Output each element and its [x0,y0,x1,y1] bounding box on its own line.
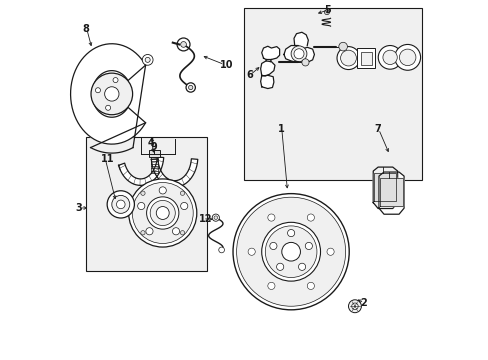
Circle shape [159,187,166,194]
Circle shape [293,49,304,59]
Polygon shape [119,157,163,185]
Bar [86,137,206,271]
Polygon shape [260,75,273,89]
Circle shape [214,216,217,220]
Text: 4: 4 [147,139,154,148]
Circle shape [112,195,129,213]
Polygon shape [260,61,274,76]
Circle shape [394,44,420,70]
Bar [244,8,421,180]
Text: 5: 5 [324,5,330,15]
Circle shape [306,282,314,289]
Polygon shape [70,44,145,144]
Circle shape [287,229,294,237]
Circle shape [180,231,184,235]
Circle shape [265,226,316,278]
Circle shape [104,87,119,101]
Circle shape [306,214,314,221]
Circle shape [281,242,300,261]
Circle shape [172,228,179,235]
Polygon shape [380,178,402,206]
Text: 2: 2 [359,298,366,308]
Circle shape [351,303,357,310]
Circle shape [150,201,175,226]
Circle shape [340,50,356,66]
Text: 11: 11 [101,154,114,164]
Text: 9: 9 [150,142,157,152]
Circle shape [338,42,346,51]
Text: 6: 6 [245,70,252,80]
Circle shape [188,85,192,90]
Circle shape [145,228,153,235]
Circle shape [326,248,333,255]
Text: 12: 12 [198,214,212,224]
Circle shape [142,54,153,65]
Text: 10: 10 [220,59,233,69]
Circle shape [180,202,187,210]
Circle shape [336,46,359,69]
Circle shape [324,10,329,15]
Circle shape [269,242,276,249]
Circle shape [233,194,348,310]
Circle shape [107,191,134,218]
Circle shape [132,183,193,243]
Circle shape [180,41,186,47]
Circle shape [298,263,305,270]
Circle shape [177,38,190,51]
Circle shape [399,49,415,66]
Circle shape [105,105,110,110]
Circle shape [185,83,195,92]
Text: 7: 7 [373,124,380,134]
Circle shape [138,202,144,210]
Polygon shape [151,159,197,187]
Polygon shape [284,45,314,62]
Circle shape [348,300,361,313]
Text: 8: 8 [82,24,89,34]
Bar [357,48,375,68]
Circle shape [141,191,145,195]
Circle shape [290,46,306,62]
Text: 1: 1 [277,124,284,134]
Polygon shape [293,32,308,45]
Circle shape [247,248,255,255]
Circle shape [95,88,100,93]
Circle shape [116,200,125,209]
Circle shape [267,282,274,289]
Circle shape [382,50,396,64]
Bar [148,150,159,157]
Circle shape [156,207,169,220]
Circle shape [91,73,132,115]
Circle shape [267,214,274,221]
Circle shape [212,214,219,221]
Polygon shape [378,172,403,214]
Circle shape [145,57,150,62]
Circle shape [146,197,179,229]
Circle shape [378,45,401,69]
Circle shape [236,197,345,306]
Circle shape [261,222,320,281]
Circle shape [276,263,283,270]
Circle shape [305,242,312,249]
Circle shape [141,231,145,235]
Polygon shape [374,173,396,201]
Circle shape [128,179,196,247]
Circle shape [180,191,184,195]
Polygon shape [261,46,279,59]
Polygon shape [372,167,397,208]
Circle shape [113,77,118,82]
Text: 3: 3 [75,203,82,213]
Bar [360,52,371,64]
Circle shape [218,247,224,253]
Circle shape [301,59,308,66]
